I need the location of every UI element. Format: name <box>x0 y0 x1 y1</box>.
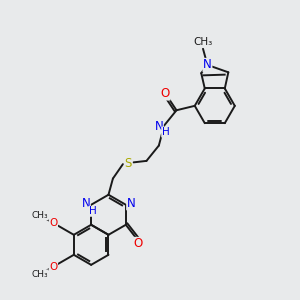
Text: N: N <box>154 120 163 133</box>
Text: N: N <box>203 58 212 71</box>
Text: S: S <box>124 157 132 170</box>
Text: N: N <box>127 197 136 210</box>
Text: CH₃: CH₃ <box>32 270 48 279</box>
Text: H: H <box>162 127 170 137</box>
Text: CH₃: CH₃ <box>32 211 48 220</box>
Text: H: H <box>89 206 97 216</box>
Text: CH₃: CH₃ <box>194 37 213 47</box>
Text: O: O <box>49 218 58 228</box>
Text: O: O <box>161 87 170 100</box>
Text: O: O <box>49 262 58 272</box>
Text: N: N <box>82 197 90 210</box>
Text: O: O <box>133 237 142 250</box>
